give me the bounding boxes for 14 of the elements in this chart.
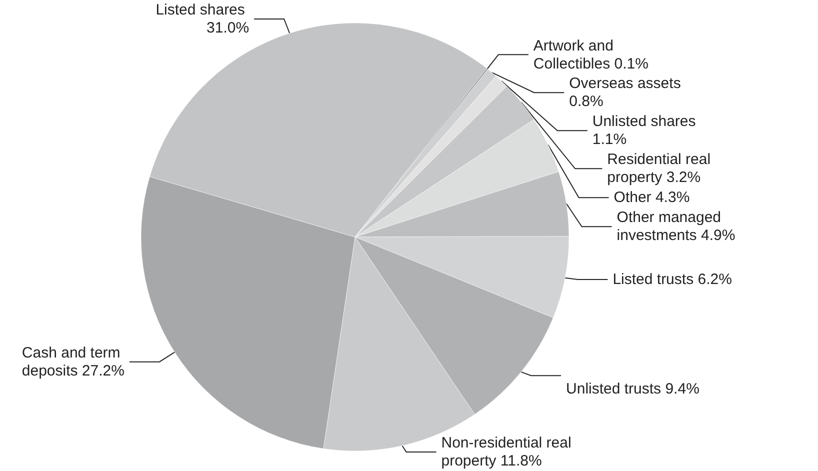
slice-label: Cash and term deposits 27.2% [22, 344, 124, 380]
slice-label: Artwork and Collectibles 0.1% [533, 38, 648, 72]
slice-label: Overseas assets [569, 75, 685, 92]
slice-label: Listed shares [156, 2, 250, 18]
data-label: 0.8% [569, 93, 604, 110]
slice-label: Unlisted trusts 9.4% [566, 380, 700, 398]
slice-label: Other 4.3% [614, 189, 690, 206]
data-label: 1.1% [592, 131, 627, 148]
slice-label: Unlisted shares [592, 113, 700, 130]
slice-label: Residential real property 3.2% [607, 151, 715, 186]
slice-label: Other managed investments 4.9% [616, 209, 736, 244]
slice-label: Non-residential real property 11.8% [441, 434, 576, 470]
data-label: 31.0% [206, 20, 250, 36]
slice-label: Listed trusts 6.2% [612, 270, 732, 288]
